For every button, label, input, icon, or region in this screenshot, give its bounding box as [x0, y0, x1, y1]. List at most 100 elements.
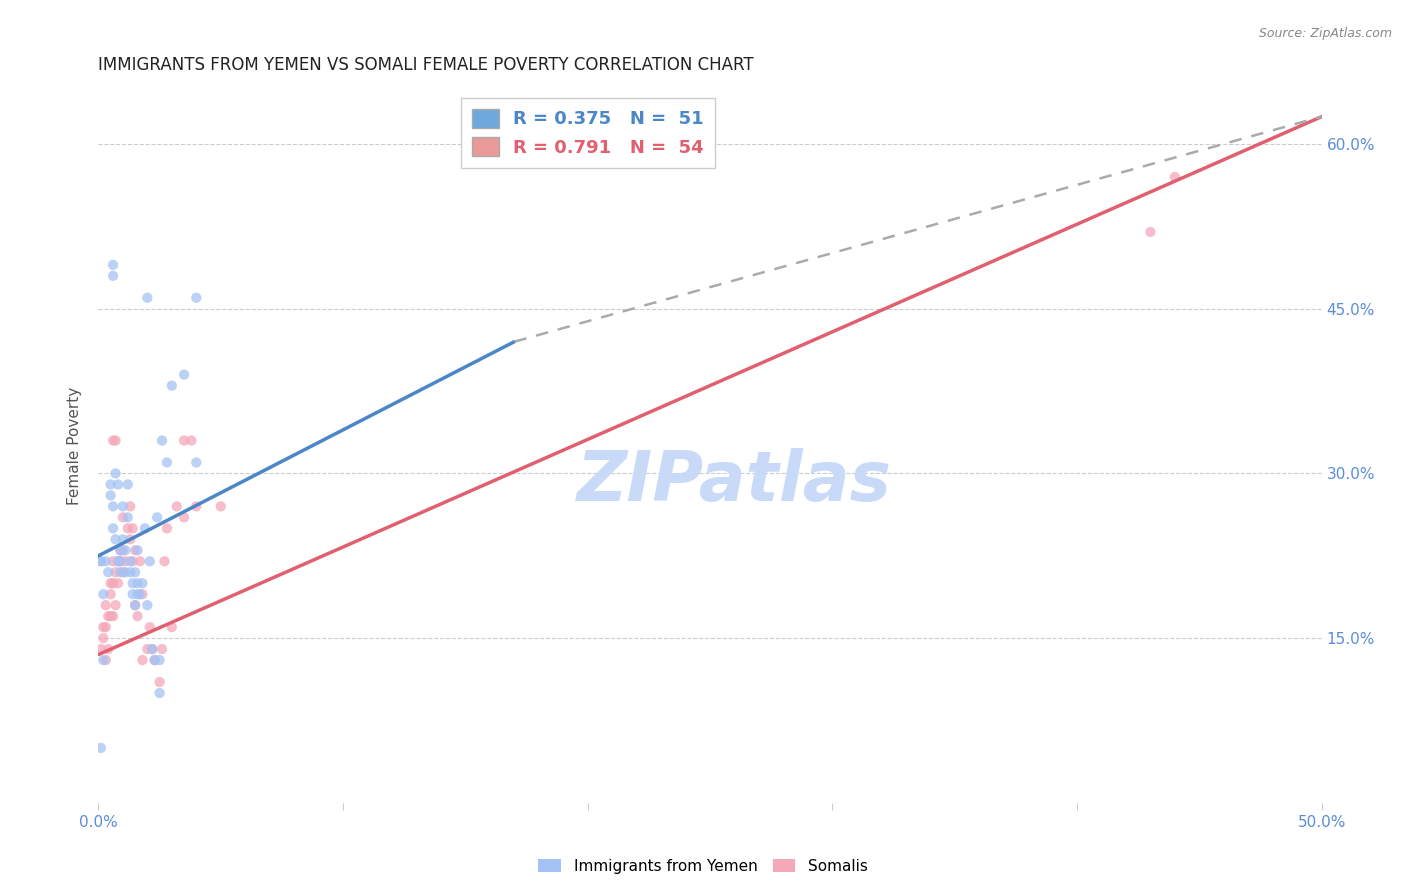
- Point: [156, 455, 179, 469]
- Point: [120, 554, 142, 568]
- Point: [127, 576, 149, 591]
- Point: [173, 510, 195, 524]
- Point: [173, 368, 195, 382]
- Point: [139, 620, 162, 634]
- Point: [127, 587, 149, 601]
- Point: [110, 566, 132, 580]
- Point: [90, 554, 112, 568]
- Legend: R = 0.375   N =  51, R = 0.791   N =  54: R = 0.375 N = 51, R = 0.791 N = 54: [461, 98, 714, 168]
- Point: [107, 554, 129, 568]
- Point: [124, 598, 146, 612]
- Point: [149, 686, 172, 700]
- Point: [129, 587, 152, 601]
- Point: [111, 533, 134, 547]
- Point: [97, 642, 120, 657]
- Point: [124, 543, 146, 558]
- Point: [100, 488, 122, 502]
- Y-axis label: Female Poverty: Female Poverty: [67, 387, 83, 505]
- Point: [120, 500, 142, 514]
- Point: [150, 434, 173, 448]
- Point: [94, 598, 117, 612]
- Point: [110, 554, 132, 568]
- Point: [143, 653, 166, 667]
- Point: [100, 477, 122, 491]
- Point: [141, 642, 163, 657]
- Point: [110, 543, 132, 558]
- Point: [107, 554, 129, 568]
- Point: [131, 653, 153, 667]
- Point: [160, 378, 183, 392]
- Point: [100, 587, 122, 601]
- Point: [104, 598, 127, 612]
- Point: [101, 609, 124, 624]
- Point: [97, 566, 120, 580]
- Point: [90, 642, 112, 657]
- Point: [186, 500, 208, 514]
- Point: [166, 500, 188, 514]
- Text: ZIPatlas: ZIPatlas: [576, 448, 891, 516]
- Point: [101, 521, 124, 535]
- Point: [136, 598, 159, 612]
- Point: [114, 566, 136, 580]
- Point: [156, 521, 179, 535]
- Point: [124, 566, 146, 580]
- Point: [101, 434, 124, 448]
- Point: [101, 576, 124, 591]
- Point: [110, 543, 132, 558]
- Point: [117, 510, 139, 524]
- Point: [104, 434, 127, 448]
- Point: [129, 554, 152, 568]
- Point: [209, 500, 232, 514]
- Point: [149, 653, 172, 667]
- Point: [101, 258, 124, 272]
- Point: [111, 566, 134, 580]
- Point: [104, 566, 127, 580]
- Point: [1164, 169, 1187, 184]
- Point: [94, 653, 117, 667]
- Point: [131, 587, 153, 601]
- Point: [127, 543, 149, 558]
- Point: [131, 576, 153, 591]
- Point: [160, 620, 183, 634]
- Point: [90, 554, 112, 568]
- Text: Source: ZipAtlas.com: Source: ZipAtlas.com: [1258, 27, 1392, 40]
- Point: [107, 576, 129, 591]
- Point: [121, 587, 143, 601]
- Point: [111, 543, 134, 558]
- Point: [1139, 225, 1161, 239]
- Point: [136, 642, 159, 657]
- Point: [100, 576, 122, 591]
- Point: [104, 467, 127, 481]
- Point: [94, 554, 117, 568]
- Point: [117, 521, 139, 535]
- Point: [120, 533, 142, 547]
- Point: [100, 609, 122, 624]
- Point: [124, 598, 146, 612]
- Point: [136, 291, 159, 305]
- Point: [120, 566, 142, 580]
- Point: [149, 675, 172, 690]
- Legend: Immigrants from Yemen, Somalis: Immigrants from Yemen, Somalis: [533, 853, 873, 880]
- Point: [91, 587, 114, 601]
- Point: [150, 642, 173, 657]
- Point: [121, 521, 143, 535]
- Point: [134, 521, 156, 535]
- Point: [186, 291, 208, 305]
- Point: [101, 554, 124, 568]
- Point: [101, 500, 124, 514]
- Point: [127, 609, 149, 624]
- Point: [91, 620, 114, 634]
- Text: IMMIGRANTS FROM YEMEN VS SOMALI FEMALE POVERTY CORRELATION CHART: IMMIGRANTS FROM YEMEN VS SOMALI FEMALE P…: [98, 56, 754, 74]
- Point: [114, 543, 136, 558]
- Point: [91, 631, 114, 645]
- Point: [121, 554, 143, 568]
- Point: [180, 434, 202, 448]
- Point: [101, 268, 124, 283]
- Point: [121, 576, 143, 591]
- Point: [97, 609, 120, 624]
- Point: [91, 653, 114, 667]
- Point: [153, 554, 176, 568]
- Point: [117, 477, 139, 491]
- Point: [110, 554, 132, 568]
- Point: [107, 477, 129, 491]
